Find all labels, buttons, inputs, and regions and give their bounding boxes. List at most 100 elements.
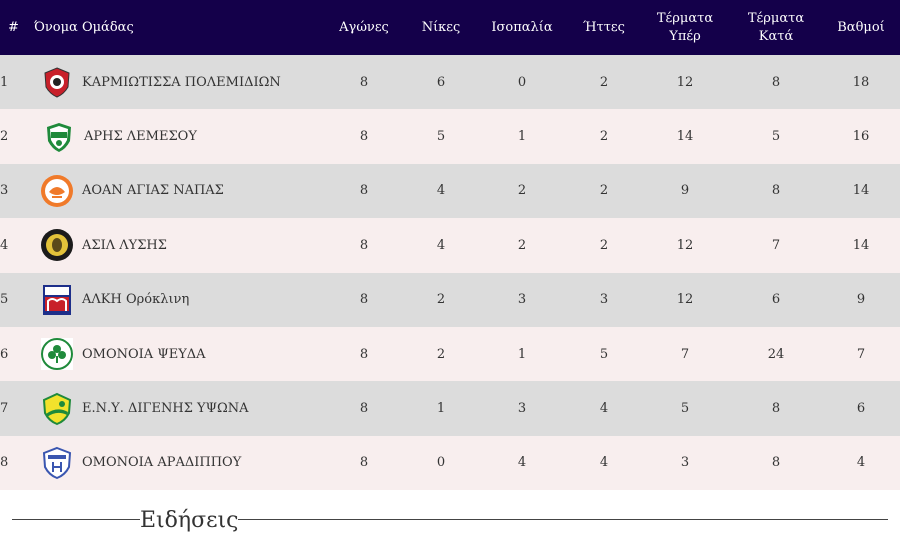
team-cell: ΟΜΟΝΟΙΑ ΨΕΥΔΑ — [32, 327, 322, 381]
team-name[interactable]: ΑΟΑΝ ΑΓΙΑΣ ΝΑΠΑΣ — [82, 183, 224, 199]
position-cell: 3 — [0, 183, 9, 199]
position-cell: 7 — [0, 401, 9, 417]
digenis-ypsona-logo-icon — [42, 392, 72, 425]
position-cell: 5 — [0, 292, 9, 308]
table-row: 1 ΚΑΡΜΙΩΤΙΣΣΑ ΠΟΛΕΜΙΔΙΩΝ 8 6 0 2 12 8 18 — [0, 55, 900, 110]
team-name[interactable]: ΟΜΟΝΟΙΑ ΑΡΑΔΙΠΠΟΥ — [82, 455, 242, 471]
team-cell: ΑΟΑΝ ΑΓΙΑΣ ΝΑΠΑΣ — [32, 164, 322, 218]
losses-cell: 4 — [599, 401, 609, 417]
header-wins: Νίκες — [421, 19, 461, 35]
wins-cell: 4 — [436, 237, 446, 253]
table-row: 3 ΑΟΑΝ ΑΓΙΑΣ ΝΑΠΑΣ 8 4 2 2 9 8 14 — [0, 163, 900, 219]
table-row: 6 ΟΜΟΝΟΙΑ ΨΕΥΔΑ 8 2 1 5 7 — [0, 326, 900, 382]
goals-against-cell: 8 — [771, 74, 781, 90]
points-cell: 14 — [852, 237, 870, 253]
goals-against-cell: 6 — [771, 292, 781, 308]
heading-rule-right — [238, 519, 888, 520]
wins-cell: 2 — [436, 292, 446, 308]
heading-rule-left — [12, 519, 140, 520]
played-cell: 8 — [359, 74, 369, 90]
losses-cell: 5 — [599, 346, 609, 362]
table-row: 5 ΑΛΚΗ Ορόκλινη 8 2 3 3 12 6 9 — [0, 272, 900, 327]
losses-cell: 2 — [599, 183, 609, 199]
points-cell: 6 — [856, 401, 866, 417]
header-points: Βαθμοί — [837, 19, 885, 35]
losses-cell: 2 — [599, 74, 609, 90]
goals-for-cell: 12 — [676, 74, 694, 90]
asil-lysis-logo-icon — [41, 229, 73, 262]
goals-against-cell: 8 — [771, 455, 781, 471]
team-name[interactable]: ΑΣΙΛ ΛΥΣΗΣ — [82, 237, 167, 253]
goals-against-cell: 24 — [767, 346, 785, 362]
played-cell: 8 — [359, 455, 369, 471]
points-cell: 7 — [856, 346, 866, 362]
header-goals-against: Τέρματα Κατά — [747, 10, 805, 44]
team-name[interactable]: ΑΡΗΣ ΛΕΜΕΣΟΥ — [84, 129, 197, 145]
position-cell: 1 — [0, 74, 9, 90]
goals-for-cell: 5 — [680, 401, 690, 417]
alki-oroklini-logo-icon — [43, 284, 71, 315]
aoan-agia-napa-logo-icon — [41, 174, 73, 207]
losses-cell: 4 — [599, 455, 609, 471]
header-losses: Ήττες — [583, 19, 625, 35]
goals-against-cell: 8 — [771, 401, 781, 417]
karmiotissa-logo-icon — [44, 67, 70, 98]
draws-cell: 3 — [517, 401, 527, 417]
draws-cell: 4 — [517, 455, 527, 471]
draws-cell: 2 — [517, 183, 527, 199]
played-cell: 8 — [359, 292, 369, 308]
header-position: # — [8, 19, 19, 35]
wins-cell: 0 — [436, 455, 446, 471]
played-cell: 8 — [359, 237, 369, 253]
goals-for-cell: 3 — [680, 455, 690, 471]
draws-cell: 0 — [517, 74, 527, 90]
losses-cell: 2 — [599, 237, 609, 253]
team-name[interactable]: Ε.Ν.Υ. ΔΙΓΕΝΗΣ ΥΨΩΝΑ — [82, 401, 249, 417]
team-cell: ΑΡΗΣ ΛΕΜΕΣΟΥ — [32, 109, 322, 163]
position-cell: 6 — [0, 346, 9, 362]
team-name[interactable]: ΟΜΟΝΟΙΑ ΨΕΥΔΑ — [82, 346, 206, 362]
goals-for-cell: 12 — [676, 237, 694, 253]
aris-limassol-logo-icon — [47, 122, 71, 152]
wins-cell: 6 — [436, 74, 446, 90]
team-cell: Ε.Ν.Υ. ΔΙΓΕΝΗΣ ΥΨΩΝΑ — [32, 381, 322, 435]
goals-for-cell: 14 — [676, 129, 694, 145]
position-cell: 8 — [0, 455, 9, 471]
points-cell: 4 — [856, 455, 866, 471]
header-team-name: Όνομα Ομάδας — [34, 19, 134, 35]
played-cell: 8 — [359, 183, 369, 199]
table-header-row: # Όνομα Ομάδας Αγώνες Νίκες Ισοπαλία Ήττ… — [0, 0, 900, 55]
draws-cell: 1 — [517, 129, 527, 145]
header-played: Αγώνες — [339, 19, 389, 35]
draws-cell: 1 — [517, 346, 527, 362]
points-cell: 18 — [852, 74, 870, 90]
position-cell: 4 — [0, 237, 9, 253]
losses-cell: 2 — [599, 129, 609, 145]
goals-against-cell: 8 — [771, 183, 781, 199]
wins-cell: 5 — [436, 129, 446, 145]
table-row: 4 ΑΣΙΛ ΛΥΣΗΣ 8 4 2 2 12 7 14 — [0, 218, 900, 273]
position-cell: 2 — [0, 129, 9, 145]
draws-cell: 3 — [517, 292, 527, 308]
points-cell: 9 — [856, 292, 866, 308]
team-name[interactable]: ΚΑΡΜΙΩΤΙΣΣΑ ΠΟΛΕΜΙΔΙΩΝ — [82, 74, 281, 90]
losses-cell: 3 — [599, 292, 609, 308]
wins-cell: 1 — [436, 401, 446, 417]
news-section-heading: Ειδήσεις — [0, 506, 900, 533]
header-draws: Ισοπαλία — [491, 19, 553, 35]
goals-against-cell: 7 — [771, 237, 781, 253]
played-cell: 8 — [359, 346, 369, 362]
wins-cell: 2 — [436, 346, 446, 362]
goals-for-cell: 7 — [680, 346, 690, 362]
table-row: 2 ΑΡΗΣ ΛΕΜΕΣΟΥ 8 5 1 2 14 5 16 — [0, 109, 900, 164]
team-cell: ΑΣΙΛ ΛΥΣΗΣ — [32, 218, 322, 272]
draws-cell: 2 — [517, 237, 527, 253]
team-name[interactable]: ΑΛΚΗ Ορόκλινη — [82, 292, 190, 308]
omonoia-aradippou-logo-icon — [42, 446, 72, 479]
goals-for-cell: 9 — [680, 183, 690, 199]
goals-for-cell: 12 — [676, 292, 694, 308]
team-cell: ΑΛΚΗ Ορόκλινη — [32, 273, 322, 327]
played-cell: 8 — [359, 129, 369, 145]
table-row: 8 ΟΜΟΝΟΙΑ ΑΡΑΔΙΠΠΟΥ 8 0 4 4 3 8 4 — [0, 435, 900, 491]
points-cell: 16 — [852, 129, 870, 145]
